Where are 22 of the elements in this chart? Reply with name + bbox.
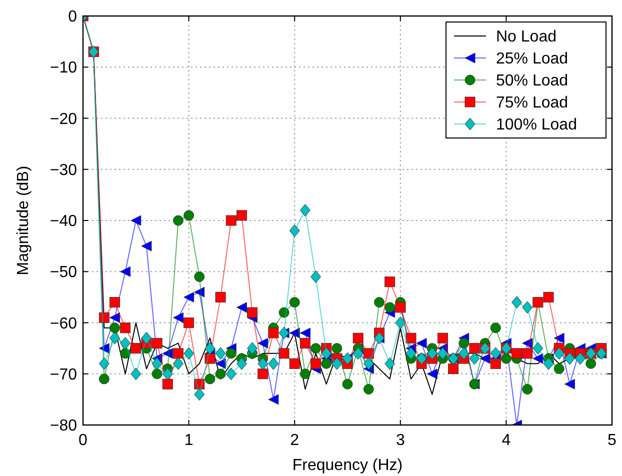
legend-label: No Load <box>496 28 556 46</box>
y-tick-label: −20 <box>50 110 78 128</box>
x-axis-title: Frequency (Hz) <box>292 457 403 474</box>
x-tick-label: 5 <box>608 432 617 449</box>
x-tick-label: 3 <box>396 432 405 449</box>
y-tick-label: −40 <box>50 213 78 230</box>
x-tick-label: 4 <box>502 432 511 449</box>
y-tick-label: −60 <box>50 315 78 332</box>
y-tick-label: −80 <box>50 418 78 435</box>
legend-label: 50% Load <box>496 72 568 90</box>
x-tick-label: 2 <box>290 432 300 449</box>
legend-label: 75% Load <box>496 94 568 112</box>
y-axis-title: Magnitude (dB) <box>15 166 32 276</box>
x-tick-label: 1 <box>184 432 194 449</box>
legend-label: 100% Load <box>496 116 577 134</box>
y-tick-label: −30 <box>50 162 78 179</box>
y-tick-label: −50 <box>50 264 78 282</box>
y-tick-label: −10 <box>50 60 78 77</box>
legend-label: 25% Load <box>496 50 568 68</box>
y-tick-label: −70 <box>50 366 78 384</box>
x-tick-label: 0 <box>78 432 88 449</box>
y-tick-label: 0 <box>68 8 78 26</box>
